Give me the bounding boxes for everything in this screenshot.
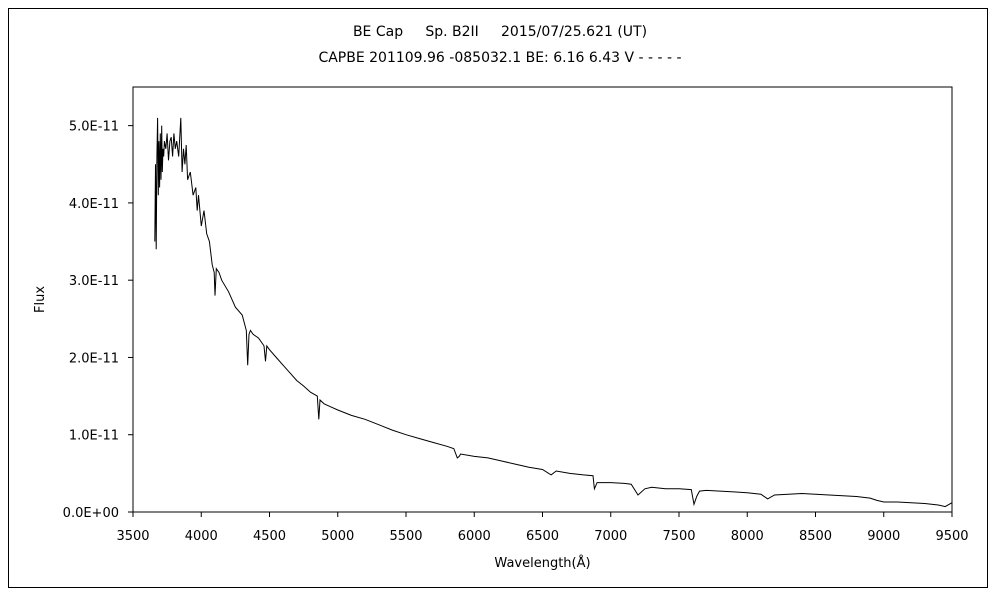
series-layer	[154, 117, 953, 508]
x-tick-label: 5000	[321, 529, 354, 544]
x-tick-label: 4500	[253, 529, 286, 544]
x-tick-label: 9000	[867, 529, 900, 544]
spectrum-line	[154, 117, 953, 508]
chart-title: BE Cap Sp. B2II 2015/07/25.621 (UT)	[352, 24, 648, 40]
y-tick-label: 0.0E+00	[63, 506, 119, 521]
y-tick-label: 4.0E-11	[69, 197, 119, 212]
x-tick-label: 8500	[799, 529, 832, 544]
x-axis: 3500 4000 4500 5000 5500 6000 6500 7000 7500 8000…	[116, 512, 969, 544]
x-tick-label: 6000	[458, 529, 491, 544]
plot-area	[132, 86, 953, 513]
x-tick-label: 5500	[389, 529, 422, 544]
x-tick-label: 7500	[662, 529, 695, 544]
y-axis-label: Flux	[33, 286, 48, 313]
x-tick-label: 4000	[185, 529, 218, 544]
x-axis-label: Wavelength(Å)	[494, 555, 590, 571]
x-tick-label: 7000	[594, 529, 627, 544]
y-tick-label: 3.0E-11	[69, 274, 119, 289]
y-tick-label: 5.0E-11	[69, 120, 119, 135]
x-tick-label: 8000	[731, 529, 764, 544]
y-tick-label: 2.0E-11	[69, 351, 119, 366]
x-tick-label: 6500	[526, 529, 559, 544]
y-tick-label: 1.0E-11	[69, 429, 119, 444]
y-axis: 0.0E+00 1.0E-11 2.0E-11 3.0E-11 4.0E-11 5.0E-…	[63, 120, 133, 521]
chart-subtitle: CAPBE 201109.96 -085032.1 BE: 6.16 6.43 …	[318, 50, 682, 66]
x-tick-label: 3500	[116, 529, 149, 544]
x-tick-label: 9500	[935, 529, 968, 544]
chart-frame	[8, 8, 988, 588]
